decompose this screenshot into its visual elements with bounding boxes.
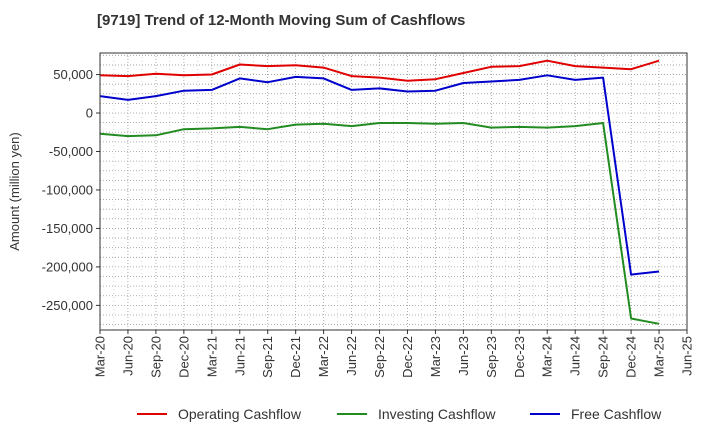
x-tick-label: Dec-20	[176, 336, 191, 378]
x-tick-label: Mar-20	[93, 336, 108, 377]
series-line	[99, 59, 660, 82]
y-tick-label: 0	[86, 106, 93, 121]
x-tick-label: Jun-22	[344, 336, 359, 376]
x-tick-label: Jun-24	[568, 336, 583, 376]
x-tick-label: Dec-21	[288, 336, 303, 378]
x-tick-label: Mar-22	[316, 336, 331, 377]
x-tick-label: Sep-22	[372, 336, 387, 378]
series-lines	[99, 59, 660, 325]
x-tick-label: Dec-22	[400, 336, 415, 378]
x-tick-labels: Mar-20 Jun-20 Sep-20 Dec-20 Mar-21 Jun-21 Sep-…	[93, 330, 695, 378]
x-tick-label: Jun-20	[120, 336, 135, 376]
x-tick-label: Mar-24	[540, 336, 555, 377]
x-tick-label: Sep-23	[484, 336, 499, 378]
x-tick-label: Dec-23	[512, 336, 527, 378]
chart-title: [9719] Trend of 12-Month Moving Sum of C…	[97, 12, 466, 29]
x-tick-label: Mar-25	[652, 336, 667, 377]
x-tick-label: Mar-23	[428, 336, 443, 377]
y-tick-label: 50,000	[53, 67, 93, 82]
series-line	[99, 122, 660, 325]
legend: Operating Cashflow Investing Cashflow Free…	[137, 406, 662, 422]
legend-label: Free Cashflow	[571, 406, 662, 422]
legend-label: Investing Cashflow	[378, 406, 496, 422]
y-tick-label: -50,000	[49, 144, 93, 159]
x-tick-label: Jun-21	[232, 336, 247, 376]
legend-label: Operating Cashflow	[178, 406, 302, 422]
y-tick-label: -100,000	[42, 182, 93, 197]
plot-area-frame	[99, 52, 688, 331]
x-tick-label: Dec-24	[624, 336, 639, 378]
x-tick-label: Sep-20	[148, 336, 163, 378]
x-tick-label: Jun-23	[456, 336, 471, 376]
x-tick-label: Mar-21	[204, 336, 219, 377]
y-tick-label: -250,000	[42, 298, 93, 313]
series-line	[99, 74, 660, 276]
y-tick-labels: 50,000 0 -50,000 -100,000 -150,000 -200,000 -2…	[42, 67, 100, 313]
y-tick-label: -200,000	[42, 259, 93, 274]
grid-lines	[99, 53, 688, 330]
y-axis-label: Amount (million yen)	[7, 132, 22, 251]
x-tick-label: Sep-24	[596, 336, 611, 378]
y-tick-label: -150,000	[42, 221, 93, 236]
x-tick-label: Sep-21	[260, 336, 275, 378]
x-tick-label: Jun-25	[680, 336, 695, 376]
